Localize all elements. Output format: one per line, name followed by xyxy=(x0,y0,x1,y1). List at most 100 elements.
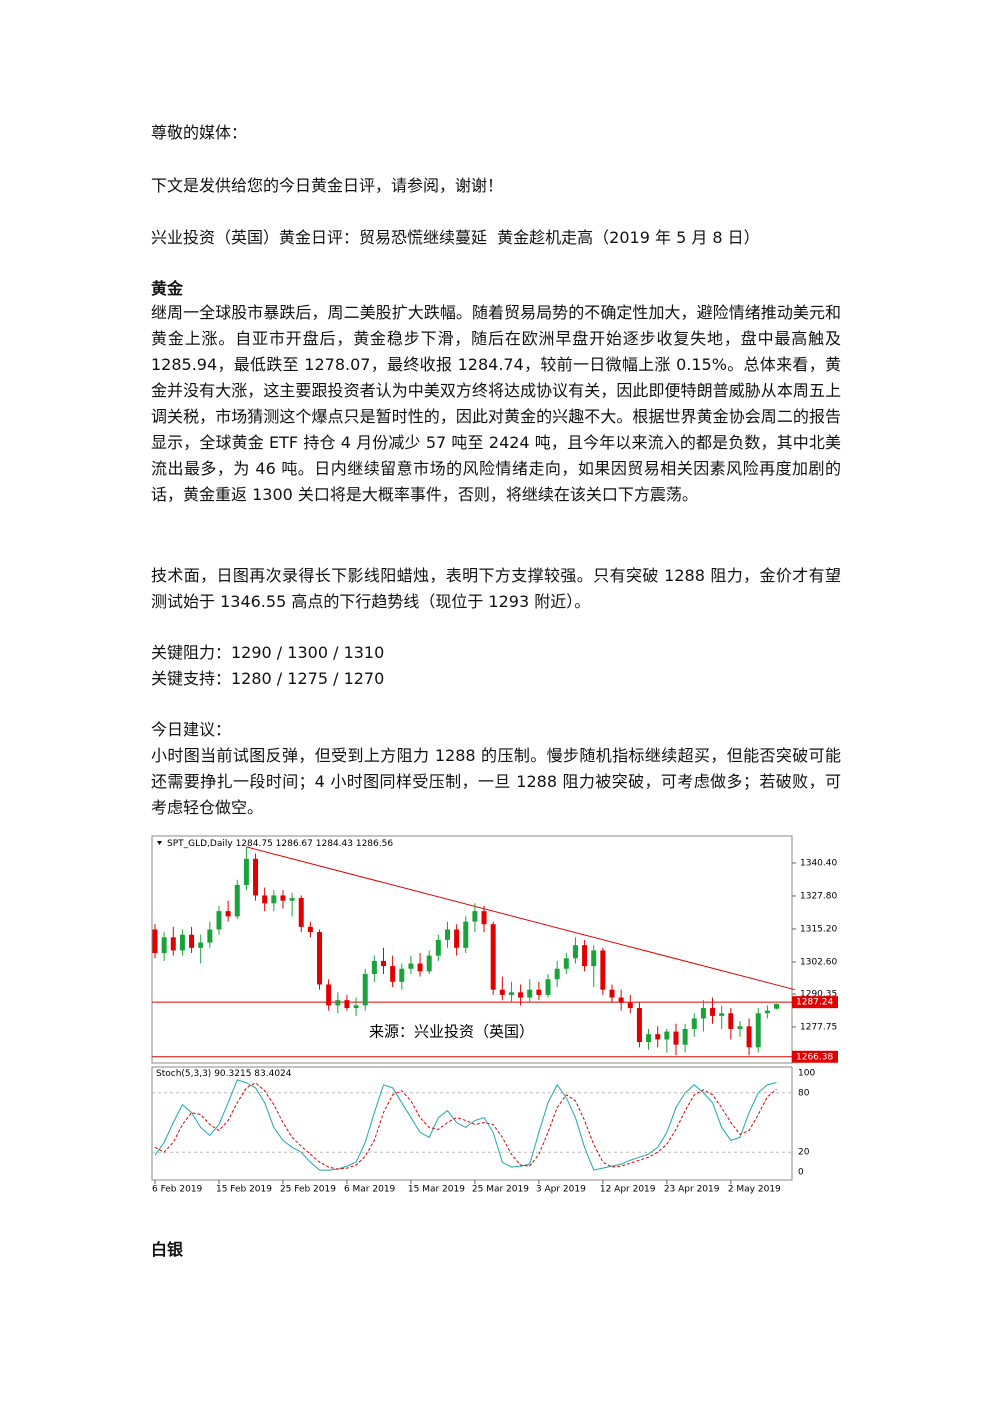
section-heading: 黄金 xyxy=(151,279,184,298)
candle-body xyxy=(161,937,167,954)
candle-body xyxy=(390,966,396,982)
advice-heading: 今日建议： xyxy=(151,720,232,739)
advice: 小时图当前试图反弹，但受到上方阻力 1288 的压制。慢步随机指标继续超买，但能… xyxy=(151,746,841,817)
symbol: SPT_GLD,Daily xyxy=(167,839,233,849)
candle-body xyxy=(746,1026,752,1048)
ohlc-close: 1286.56 xyxy=(356,839,393,849)
chart-header: Stoch(5,3,3) 90.3215 83.4024 xyxy=(156,1069,292,1079)
candle-body xyxy=(710,1008,716,1016)
candle-body xyxy=(682,1028,688,1045)
price-frame xyxy=(151,835,793,1064)
stoch-value: 83.4024 xyxy=(254,1069,291,1079)
chart-header: SPT_GLD,Daily 1284.75 1286.67 1284.43 12… xyxy=(167,839,393,849)
x-tick-label: 15 Mar 2019 xyxy=(408,1185,465,1195)
candle-body xyxy=(591,950,597,967)
greeting: 尊敬的媒体： xyxy=(151,123,248,142)
stoch-value: 90.3215 xyxy=(214,1069,251,1079)
x-tick-label: 3 Apr 2019 xyxy=(536,1185,586,1195)
candle-body xyxy=(454,929,460,948)
candle-body xyxy=(719,1013,725,1016)
candle-body xyxy=(326,984,332,1006)
x-tick-label: 6 Feb 2019 xyxy=(152,1185,203,1195)
ohlc-high: 1286.67 xyxy=(276,839,313,849)
candle-body xyxy=(234,884,240,917)
candle-body xyxy=(317,932,323,985)
candle-body xyxy=(207,929,213,943)
candle-body xyxy=(362,973,368,1006)
candle-body xyxy=(189,934,195,948)
y-tick-label: 1340.40 xyxy=(800,858,837,868)
x-tick-label: 23 Apr 2019 xyxy=(664,1185,720,1195)
level-label: 1266.38 xyxy=(796,1052,833,1062)
candle-body xyxy=(655,1034,661,1040)
indicator: Stoch(5,3,3) xyxy=(156,1069,211,1079)
candle-body xyxy=(289,898,295,901)
candle-body xyxy=(527,989,533,998)
y-tick-label: 100 xyxy=(798,1068,815,1078)
y-tick-label: 1290.35 xyxy=(800,990,837,1000)
x-tick-label: 12 Apr 2019 xyxy=(600,1185,656,1195)
chart: 1340.40 1327.80 1315.20 1302.60 1290.35 1277.… xyxy=(151,835,838,1195)
level-tag xyxy=(792,1050,838,1063)
candle-body xyxy=(280,895,286,901)
candle-body xyxy=(271,895,277,904)
candle-body xyxy=(737,1026,743,1029)
candle-body xyxy=(764,1010,770,1014)
y-tick-label: 1327.80 xyxy=(800,891,837,901)
candle-body xyxy=(582,945,588,967)
section-heading: 白银 xyxy=(151,1240,184,1259)
candle-body xyxy=(600,950,606,990)
candle-body xyxy=(646,1034,652,1043)
candle-body xyxy=(243,858,249,885)
candle-body xyxy=(481,911,487,925)
headline: 兴业投资（英国）黄金日评：贸易恐慌继续蔓延 黄金趁机走高（2019 年 5 月 … xyxy=(151,228,760,247)
x-tick-label: 25 Mar 2019 xyxy=(472,1185,529,1195)
candle-body xyxy=(262,895,268,904)
level-tag xyxy=(792,996,838,1009)
marker xyxy=(157,841,162,845)
candle-body xyxy=(225,911,231,917)
candle-body xyxy=(636,1008,642,1043)
candle-body xyxy=(298,898,304,927)
candle-body xyxy=(371,960,377,974)
stoch-frame xyxy=(151,1066,793,1181)
candle-body xyxy=(408,963,414,969)
candle-body xyxy=(307,926,313,933)
stoch-line xyxy=(154,1079,777,1171)
candle-body xyxy=(335,1000,341,1006)
paragraph: 技术面，日图再次录得长下影线阳蜡烛，表明下方支撑较强。只有突破 1288 阻力，… xyxy=(151,566,841,611)
y-tick-label: 80 xyxy=(798,1088,810,1098)
candle-body xyxy=(417,963,423,972)
candle-body xyxy=(170,937,176,951)
resistance: 关键阻力：1290 / 1300 / 1310 xyxy=(151,643,385,662)
candle-body xyxy=(728,1013,734,1029)
candle-body xyxy=(472,911,478,922)
candle-body xyxy=(563,958,569,969)
y-tick-label: 20 xyxy=(798,1148,810,1158)
x-tick-label: 2 May 2019 xyxy=(728,1185,781,1195)
y-tick-label: 1277.75 xyxy=(800,1022,837,1032)
candle-body xyxy=(198,942,204,948)
candle-body xyxy=(609,989,615,998)
candle-body xyxy=(499,989,505,995)
candle-body xyxy=(545,979,551,995)
candle-body xyxy=(536,989,542,995)
stoch-line xyxy=(154,1082,777,1170)
candle-body xyxy=(774,1003,780,1009)
intro: 下文是发供给您的今日黄金日评，请参阅，谢谢！ xyxy=(151,176,504,195)
candle-body xyxy=(627,1002,633,1009)
annotation: 来源：兴业投资（英国） xyxy=(369,1023,534,1041)
candle-body xyxy=(426,955,432,972)
y-tick-label: 1302.60 xyxy=(800,957,837,967)
trendline xyxy=(246,846,795,991)
candle-body xyxy=(508,992,514,995)
candle-body xyxy=(435,939,441,956)
candle-body xyxy=(554,968,560,980)
y-tick-label: 0 xyxy=(798,1168,804,1178)
candle-body xyxy=(664,1031,670,1040)
candle-body xyxy=(253,858,259,896)
paragraph: 继周一全球股市暴跌后，周二美股扩大跌幅。随着贸易局势的不确定性加大，避险情绪推动… xyxy=(151,303,841,504)
candle-body xyxy=(152,929,158,954)
support: 关键支持：1280 / 1275 / 1270 xyxy=(151,669,385,688)
